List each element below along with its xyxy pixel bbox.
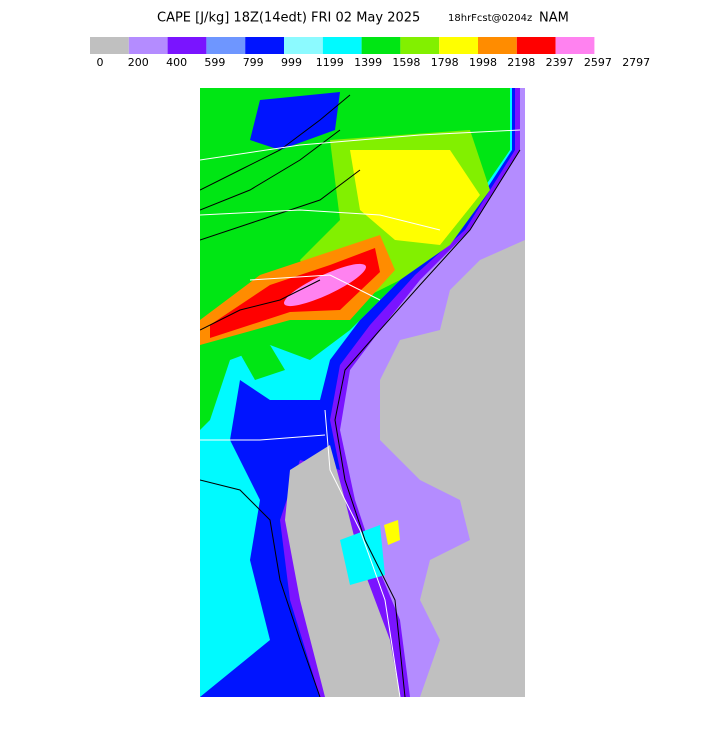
cape-zone xyxy=(283,263,367,307)
colorbar-label: 2597 xyxy=(584,56,612,69)
cape-zone xyxy=(238,345,285,380)
colorbar-swatch xyxy=(206,37,246,54)
model: NAM xyxy=(539,11,569,26)
colorbar-swatch xyxy=(439,37,478,54)
colorbar-swatch xyxy=(322,37,362,54)
title: CAPE [J/kg] 18Z(14edt) FRI 02 May 2025 xyxy=(157,11,420,26)
coastline xyxy=(334,149,521,697)
colorbar: 0 200 400 599 799 999 1199 1399 1598 1798 1998 2198… xyxy=(90,37,650,69)
colorbar-swatch xyxy=(361,37,401,54)
forecast: 18hrFcst@0204z xyxy=(448,13,532,24)
border xyxy=(200,434,326,441)
colorbar-label: 0 xyxy=(97,56,104,69)
border xyxy=(324,409,401,697)
colorbar-swatch xyxy=(400,37,440,54)
colorbar-label: 400 xyxy=(166,56,187,69)
cape-zone xyxy=(285,445,400,697)
colorbar-label: 2797 xyxy=(622,56,650,69)
border xyxy=(200,209,441,231)
contour xyxy=(200,279,321,331)
cape-zone xyxy=(350,150,480,245)
cape-zone xyxy=(250,92,340,150)
colorbar-swatch xyxy=(245,37,284,54)
coastline xyxy=(200,479,321,697)
colorbar-swatch xyxy=(284,37,323,54)
contour xyxy=(200,94,351,191)
colorbar-swatch xyxy=(167,37,207,54)
colorbar-swatch xyxy=(555,37,595,54)
colorbar-label: 1199 xyxy=(316,56,344,69)
colorbar-swatch xyxy=(478,37,517,54)
colorbar-label: 1998 xyxy=(469,56,497,69)
colorbar-label: 999 xyxy=(281,56,302,69)
colorbar-swatch xyxy=(90,37,129,54)
border xyxy=(249,274,381,301)
colorbar-swatch xyxy=(128,37,168,54)
colorbar-label: 799 xyxy=(243,56,264,69)
border xyxy=(200,129,521,161)
colorbar-label: 2397 xyxy=(546,56,574,69)
colorbar-label: 1798 xyxy=(431,56,459,69)
colorbar-label: 599 xyxy=(204,56,225,69)
cape-zone xyxy=(384,520,400,545)
colorbar-swatch xyxy=(516,37,556,54)
colorbar-label: 200 xyxy=(128,56,149,69)
colorbar-label: 1598 xyxy=(392,56,420,69)
cape-zone xyxy=(340,525,385,585)
contour xyxy=(200,129,341,211)
colorbar-label: 1399 xyxy=(354,56,382,69)
map xyxy=(200,88,525,697)
colorbar-label: 2198 xyxy=(507,56,535,69)
